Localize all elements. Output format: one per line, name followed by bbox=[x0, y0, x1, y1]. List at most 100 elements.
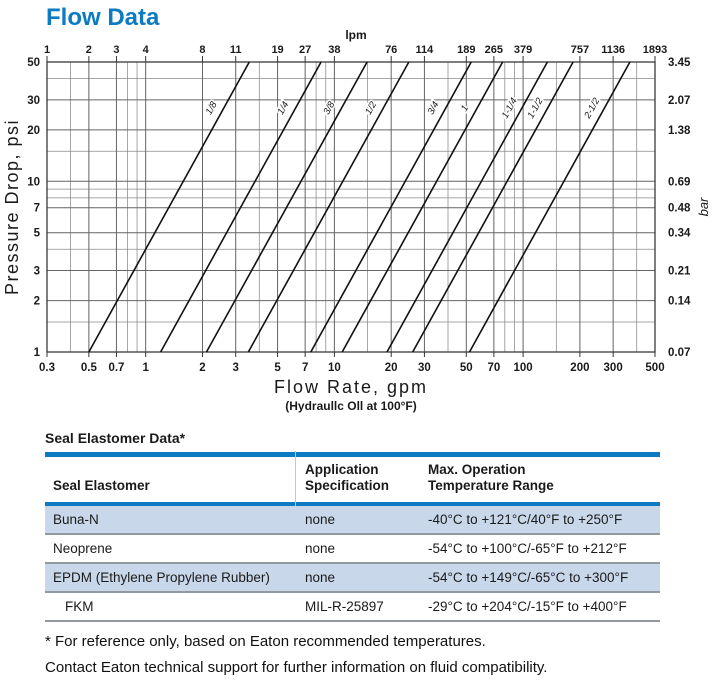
y-axis-title: Pressure Drop, psi bbox=[2, 119, 22, 295]
cell-spec: none bbox=[305, 511, 336, 527]
y-tick-label: 5 bbox=[34, 228, 41, 240]
pipe-size-label: 1 bbox=[459, 103, 471, 113]
top-tick-label: 1 bbox=[44, 44, 50, 56]
x-tick-label: 5 bbox=[274, 362, 281, 374]
x-tick-label: 3 bbox=[233, 362, 239, 374]
top-tick-label: 11 bbox=[230, 44, 242, 56]
x-tick-label: 0.3 bbox=[39, 362, 55, 374]
cell-elastomer: Neoprene bbox=[53, 540, 113, 556]
x-axis-title: Flow Rate, gpm bbox=[274, 377, 428, 397]
flow-chart-area: lpm 1 0.3 2 0.5 3 0.7 4 1 8 2 11 3 19 5 27 7 38 10 76 20 114 3… bbox=[2, 28, 711, 413]
y-tick-label: 50 bbox=[27, 57, 40, 69]
table-row: Neoprene none -54°C to +100°C/-65°F to +21… bbox=[45, 534, 660, 564]
x-tick-label: 50 bbox=[460, 362, 473, 374]
pipe-size-curve bbox=[205, 61, 368, 353]
pipe-size-curve bbox=[159, 61, 322, 353]
cell-spec: MIL-R-25897 bbox=[305, 598, 384, 614]
x-tick-label: 300 bbox=[604, 362, 623, 374]
top-tick-label: 757 bbox=[571, 44, 589, 56]
cell-range: -40°C to +121°C/40°F to +250°F bbox=[428, 511, 623, 527]
table-body: Buna-N none -40°C to +121°C/40°F to +250°F… bbox=[45, 505, 660, 622]
pipe-size-curve bbox=[341, 61, 504, 353]
y-tick-label: 3 bbox=[34, 266, 40, 278]
x-tick-label: 7 bbox=[302, 362, 308, 374]
x-tick-label: 10 bbox=[328, 362, 341, 374]
y-tick-label: 7 bbox=[34, 203, 40, 215]
right-tick-label: 3.45 bbox=[668, 57, 691, 69]
y-tick-label: 1 bbox=[34, 347, 41, 359]
top-tick-label: 38 bbox=[328, 44, 340, 56]
table-header-row: Seal Elastomer Application Specification… bbox=[45, 457, 660, 502]
pipe-size-label: 3/4 bbox=[426, 100, 442, 117]
top-tick-label: 265 bbox=[485, 44, 503, 56]
cell-elastomer: EPDM (Ethylene Propylene Rubber) bbox=[53, 569, 270, 585]
pipe-size-label: 3/8 bbox=[321, 99, 337, 117]
top-tick-label: 1136 bbox=[601, 44, 625, 56]
cell-range: -29°C to +204°C/-15°F to +400°F bbox=[428, 598, 627, 614]
table-title: Seal Elastomer Data* bbox=[45, 430, 186, 446]
cell-spec: none bbox=[305, 540, 336, 556]
right-tick-label: 2.07 bbox=[668, 95, 690, 107]
flow-chart: lpm10.320.530.74182113195277381076201143… bbox=[2, 28, 711, 413]
footnote-contact: Contact Eaton technical support for furt… bbox=[45, 658, 548, 676]
pipe-size-label: 1/8 bbox=[204, 99, 220, 117]
cell-elastomer: FKM bbox=[65, 598, 94, 614]
y-tick-label: 10 bbox=[27, 176, 40, 188]
top-tick-label: 3 bbox=[113, 44, 119, 56]
y-tick-label: 2 bbox=[34, 296, 40, 308]
top-axis-unit-label: lpm bbox=[345, 28, 366, 42]
axis-labels: lpm10.320.530.74182113195277381076201143… bbox=[2, 28, 711, 413]
x-tick-label: 2 bbox=[199, 362, 205, 374]
cell-range: -54°C to +100°C/-65°F to +212°F bbox=[428, 540, 627, 556]
minor-gridlines bbox=[47, 62, 655, 352]
x-tick-label: 20 bbox=[385, 362, 398, 374]
pipe-size-curve bbox=[411, 61, 574, 353]
top-tick-label: 1893 bbox=[643, 44, 667, 56]
plot-border bbox=[46, 61, 656, 353]
top-tick-label: 379 bbox=[514, 44, 532, 56]
table-top-bar bbox=[45, 452, 660, 457]
right-tick-label: 0.34 bbox=[668, 228, 691, 240]
right-tick-label: 0.07 bbox=[668, 347, 690, 359]
top-tick-label: 27 bbox=[299, 44, 311, 56]
pipe-size-curve bbox=[247, 61, 410, 353]
right-tick-label: 0.69 bbox=[668, 176, 690, 188]
y-tick-label: 30 bbox=[27, 95, 40, 107]
right-axis-unit-label: bar bbox=[696, 197, 711, 216]
table-header-bar bbox=[45, 501, 660, 506]
x-tick-label: 500 bbox=[645, 362, 664, 374]
pipe-size-curve bbox=[88, 61, 250, 353]
right-tick-label: 0.21 bbox=[668, 266, 691, 278]
axis-ticks bbox=[46, 56, 656, 357]
top-tick-label: 2 bbox=[86, 44, 92, 56]
top-tick-label: 4 bbox=[143, 44, 150, 56]
right-tick-label: 0.14 bbox=[668, 296, 691, 308]
right-tick-label: 0.48 bbox=[668, 203, 691, 215]
top-tick-label: 8 bbox=[199, 44, 205, 56]
x-axis-subtitle: (Hydraullc Oll at 100°F) bbox=[285, 399, 417, 413]
column-header-temperature-range: Max. Operation Temperature Range bbox=[428, 462, 554, 494]
series-lines bbox=[88, 61, 631, 353]
top-tick-label: 114 bbox=[416, 44, 435, 56]
footnote-reference: * For reference only, based on Eaton rec… bbox=[45, 633, 486, 650]
page-title: Flow Data bbox=[46, 4, 160, 31]
x-tick-label: 100 bbox=[514, 362, 533, 374]
pipe-size-label: 1/2 bbox=[363, 99, 379, 117]
x-tick-label: 0.5 bbox=[81, 362, 98, 374]
top-tick-label: 189 bbox=[457, 44, 475, 56]
seal-elastomer-table: Seal Elastomer Data* Seal Elastomer Appl… bbox=[45, 430, 660, 622]
x-tick-label: 200 bbox=[570, 362, 589, 374]
major-gridlines bbox=[47, 62, 655, 352]
x-tick-label: 30 bbox=[418, 362, 431, 374]
table-row: Buna-N none -40°C to +121°C/40°F to +250°F bbox=[45, 505, 660, 535]
pipe-size-curve bbox=[468, 61, 631, 353]
pipe-size-curve bbox=[310, 61, 472, 353]
x-tick-label: 0.7 bbox=[108, 362, 124, 374]
x-tick-label: 70 bbox=[487, 362, 500, 374]
x-tick-label: 1 bbox=[142, 362, 149, 374]
cell-range: -54°C to +149°C/-65°C to +300°F bbox=[428, 569, 629, 585]
top-tick-label: 76 bbox=[385, 44, 397, 56]
cell-elastomer: Buna-N bbox=[53, 511, 99, 527]
column-header-application-specification: Application Specification bbox=[305, 462, 390, 494]
